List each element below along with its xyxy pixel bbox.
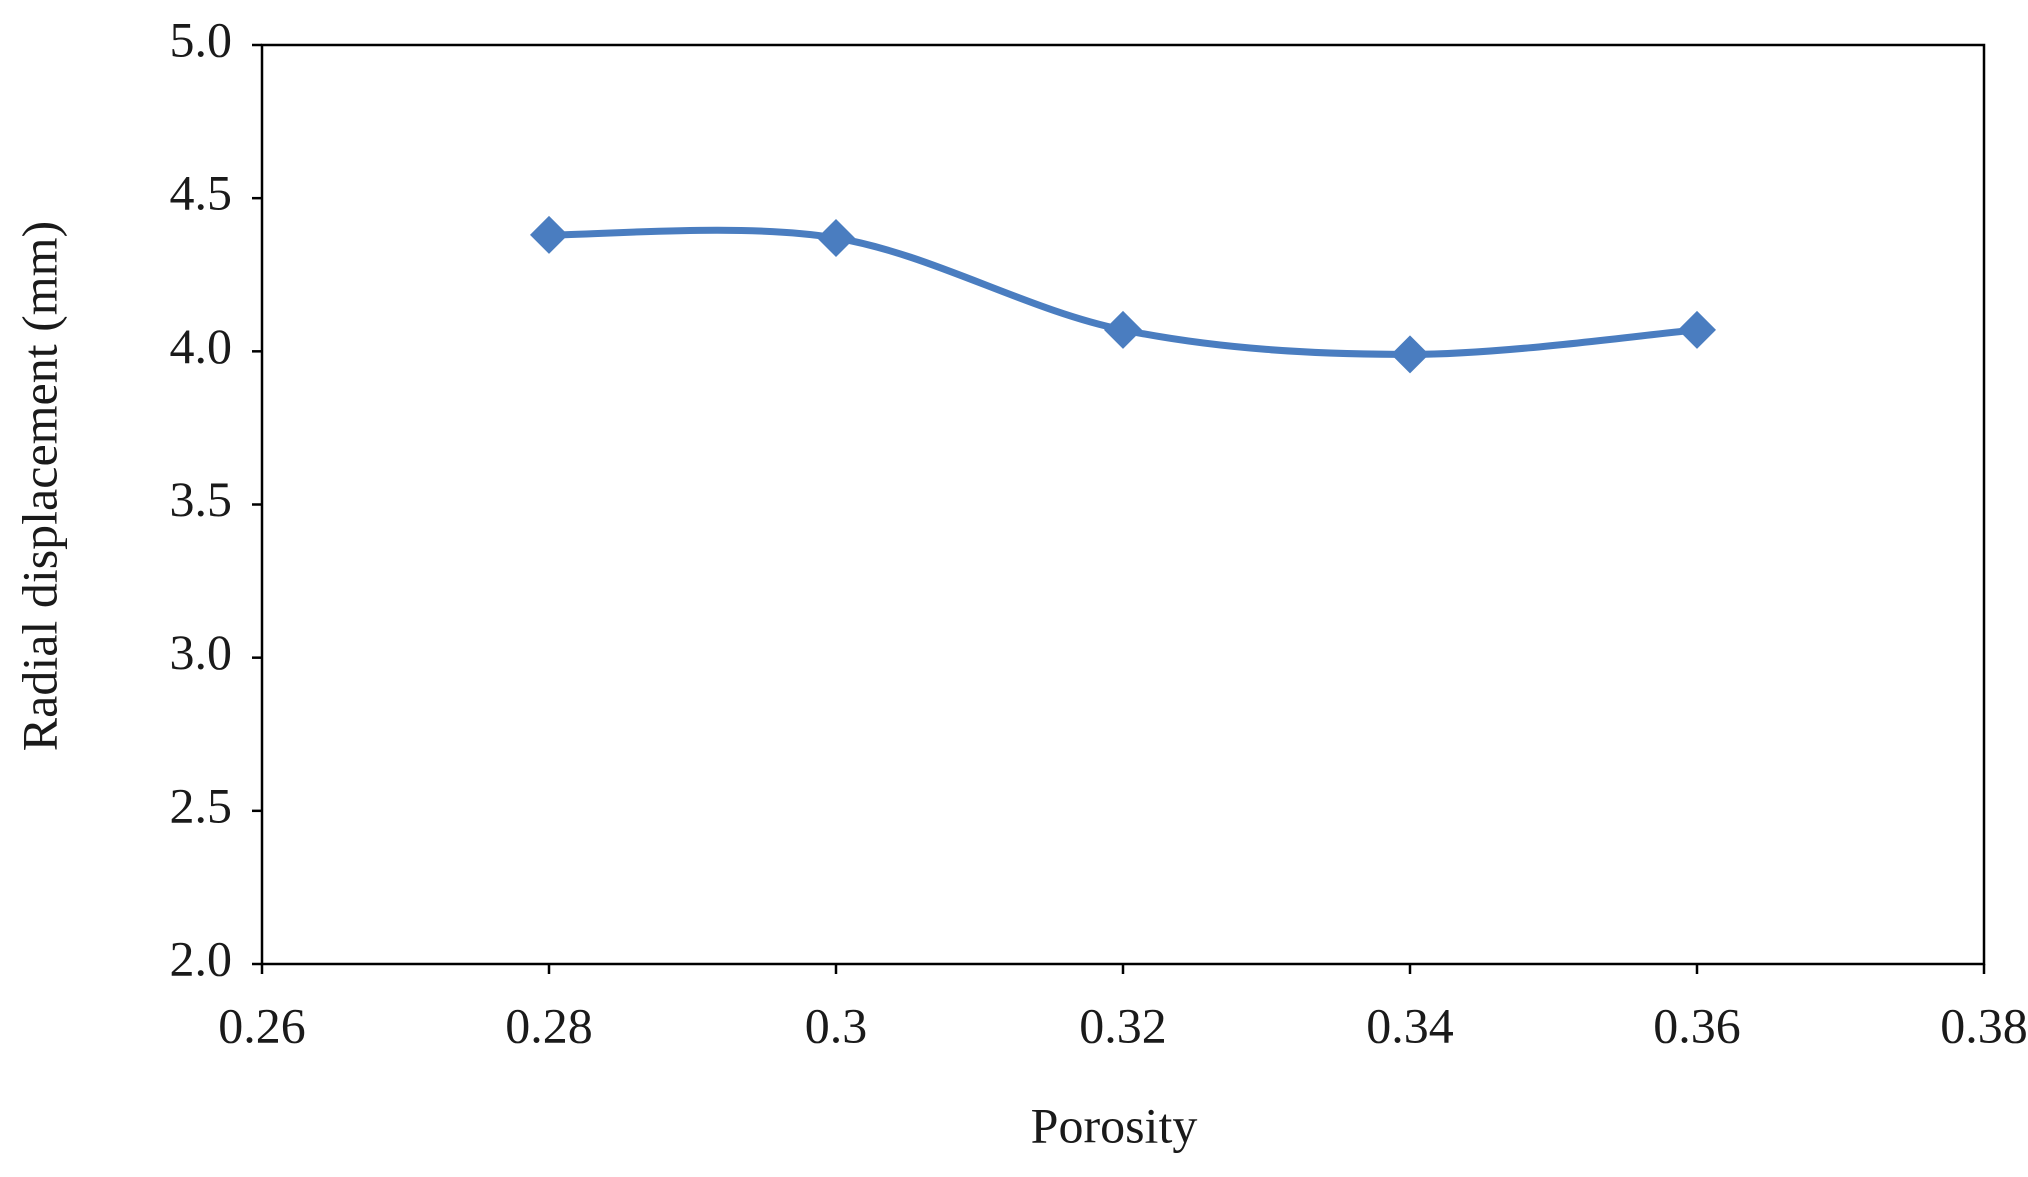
x-tick-label: 0.32	[1079, 997, 1167, 1053]
data-marker	[1104, 310, 1142, 349]
y-tick-label: 3.5	[170, 471, 233, 527]
y-tick-label: 3.0	[170, 624, 233, 680]
x-tick-label: 0.36	[1653, 997, 1741, 1053]
y-tick-label: 5.0	[170, 11, 233, 67]
x-axis-label: Porosity	[1031, 1097, 1198, 1153]
y-tick-label: 4.0	[170, 318, 233, 374]
y-axis-label: Radial displacement (mm)	[11, 221, 67, 751]
x-tick-label: 0.26	[218, 997, 306, 1053]
x-tick-label: 0.38	[1940, 997, 2028, 1053]
data-marker	[817, 218, 855, 257]
data-marker	[530, 215, 568, 254]
x-tick-label: 0.34	[1366, 997, 1454, 1053]
y-tick-label: 2.0	[170, 930, 233, 986]
data-marker	[1678, 310, 1716, 349]
plot-frame	[260, 43, 1986, 966]
y-tick-label: 2.5	[170, 777, 233, 833]
data-marker	[1391, 335, 1429, 374]
x-tick-label: 0.28	[505, 997, 593, 1053]
y-tick-label: 4.5	[170, 165, 233, 221]
x-tick-label: 0.3	[805, 997, 868, 1053]
